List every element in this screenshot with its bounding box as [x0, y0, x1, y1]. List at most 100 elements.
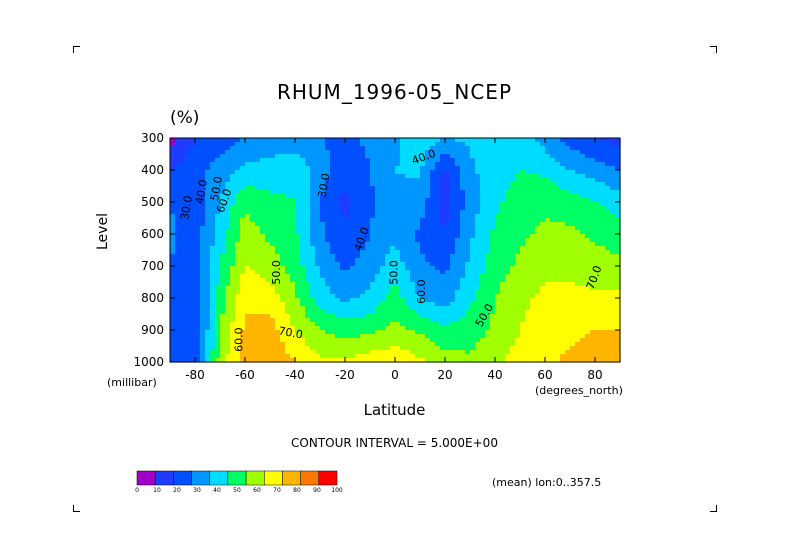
field-cell	[585, 226, 591, 231]
field-cell	[445, 322, 451, 327]
field-cell	[465, 218, 471, 223]
field-cell	[400, 238, 406, 243]
field-cell	[300, 278, 306, 283]
field-cell	[255, 330, 261, 335]
field-cell	[175, 218, 181, 223]
field-cell	[515, 254, 521, 259]
field-cell	[240, 358, 246, 363]
field-cell	[605, 346, 611, 351]
field-cell	[555, 330, 561, 335]
field-cell	[555, 290, 561, 295]
field-cell	[340, 238, 346, 243]
field-cell	[550, 234, 556, 239]
field-cell	[215, 262, 221, 267]
field-cell	[595, 306, 601, 311]
field-cell	[540, 158, 546, 163]
field-cell	[615, 154, 621, 159]
field-cell	[405, 342, 411, 347]
field-cell	[610, 158, 616, 163]
field-cell	[205, 194, 211, 199]
field-cell	[485, 146, 491, 151]
field-cell	[270, 290, 276, 295]
field-cell	[305, 186, 311, 191]
field-cell	[510, 186, 516, 191]
field-cell	[175, 322, 181, 327]
field-cell	[305, 242, 311, 247]
field-cell	[205, 250, 211, 255]
field-cell	[405, 286, 411, 291]
field-cell	[510, 238, 516, 243]
field-cell	[235, 230, 241, 235]
field-cell	[610, 202, 616, 207]
field-cell	[275, 186, 281, 191]
field-cell	[220, 310, 226, 315]
field-cell	[490, 298, 496, 303]
field-cell	[430, 170, 436, 175]
field-cell	[505, 262, 511, 267]
field-cell	[260, 326, 266, 331]
field-cell	[595, 154, 601, 159]
field-cell	[210, 262, 216, 267]
field-cell	[195, 178, 201, 183]
field-cell	[220, 138, 226, 143]
field-cell	[535, 162, 541, 167]
field-cell	[380, 258, 386, 263]
field-cell	[605, 294, 611, 299]
field-cell	[560, 210, 566, 215]
field-cell	[255, 138, 261, 143]
field-cell	[245, 210, 251, 215]
field-cell	[395, 246, 401, 251]
field-cell	[385, 334, 391, 339]
field-cell	[490, 210, 496, 215]
field-cell	[405, 346, 411, 351]
field-cell	[550, 350, 556, 355]
field-cell	[555, 350, 561, 355]
field-cell	[175, 246, 181, 251]
field-cell	[575, 206, 581, 211]
field-cell	[360, 234, 366, 239]
field-cell	[365, 154, 371, 159]
field-cell	[170, 278, 176, 283]
field-cell	[175, 186, 181, 191]
field-cell	[230, 218, 236, 223]
field-cell	[175, 338, 181, 343]
field-cell	[470, 194, 476, 199]
field-cell	[290, 162, 296, 167]
field-cell	[520, 250, 526, 255]
field-cell	[555, 306, 561, 311]
field-cell	[460, 186, 466, 191]
field-cell	[595, 150, 601, 155]
field-cell	[600, 178, 606, 183]
field-cell	[265, 270, 271, 275]
field-cell	[575, 274, 581, 279]
field-cell	[420, 214, 426, 219]
field-cell	[355, 162, 361, 167]
field-cell	[590, 138, 596, 143]
field-cell	[200, 250, 206, 255]
field-cell	[170, 234, 176, 239]
field-cell	[190, 250, 196, 255]
field-cell	[390, 230, 396, 235]
field-cell	[420, 298, 426, 303]
field-cell	[335, 158, 341, 163]
field-cell	[600, 182, 606, 187]
field-cell	[235, 218, 241, 223]
field-cell	[320, 174, 326, 179]
field-cell	[545, 142, 551, 147]
field-cell	[410, 258, 416, 263]
field-cell	[275, 350, 281, 355]
field-cell	[215, 178, 221, 183]
field-cell	[355, 154, 361, 159]
field-cell	[605, 222, 611, 227]
field-cell	[410, 274, 416, 279]
field-cell	[540, 282, 546, 287]
field-cell	[385, 198, 391, 203]
field-cell	[475, 142, 481, 147]
field-cell	[345, 238, 351, 243]
field-cell	[465, 158, 471, 163]
field-cell	[300, 158, 306, 163]
field-cell	[255, 298, 261, 303]
field-cell	[225, 286, 231, 291]
field-cell	[525, 262, 531, 267]
field-cell	[365, 334, 371, 339]
